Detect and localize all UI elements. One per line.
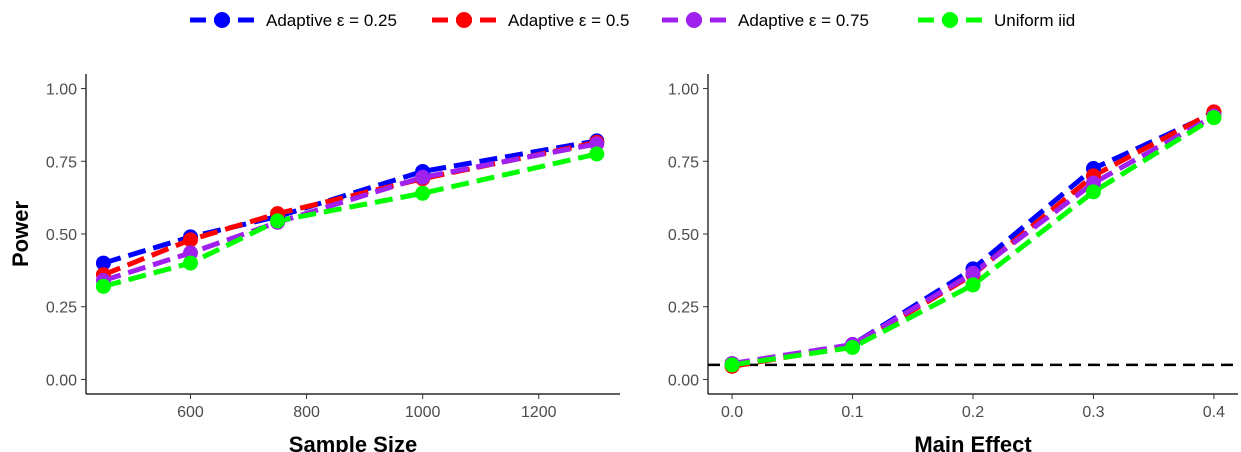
x-tick-label: 0.3: [1082, 404, 1104, 421]
series-line: [731, 109, 1216, 369]
y-tick-label: 1.00: [46, 82, 77, 99]
series-line: [731, 113, 1216, 366]
legend-key-marker: [214, 12, 230, 28]
legend: Adaptive ε = 0.25 Adaptive ε = 0.5 Adaptiv…: [190, 11, 1075, 30]
legend-item: Adaptive ε = 0.5: [432, 11, 629, 30]
data-point: [1085, 184, 1101, 200]
x-axis-title: Sample Size: [289, 432, 417, 452]
data-point: [965, 277, 981, 293]
y-tick-label: 0.00: [668, 372, 699, 389]
x-tick-label: 0.4: [1203, 404, 1225, 421]
x-tick-label: 800: [293, 404, 320, 421]
y-axis-title: Power: [8, 201, 33, 267]
data-point: [415, 185, 431, 201]
x-tick-label: 600: [177, 404, 204, 421]
legend-key-marker: [942, 12, 958, 28]
power-vs-sample-size-panel: 0.00 0.25 0.50 0.75 1.00 600 800 1000 1200 Sample…: [8, 74, 620, 452]
y-tick-label: 0.25: [46, 300, 77, 317]
data-point: [182, 255, 198, 271]
x-axis-title: Main Effect: [914, 432, 1032, 452]
x-tick-label: 0.1: [841, 404, 863, 421]
data-point: [965, 265, 981, 281]
x-tick-label: 1200: [521, 404, 557, 421]
data-point: [95, 255, 111, 271]
x-tick-label: 0.0: [721, 404, 743, 421]
data-point: [724, 357, 740, 373]
data-point: [1206, 110, 1222, 126]
y-tick-label: 0.75: [46, 154, 77, 171]
data-point: [415, 169, 431, 185]
legend-key-marker: [686, 12, 702, 28]
data-point: [589, 146, 605, 162]
series-line: [102, 141, 598, 283]
series-points: [95, 133, 605, 294]
series-line: [731, 115, 1216, 368]
legend-label: Adaptive ε = 0.5: [508, 11, 629, 30]
series-lines: [102, 138, 598, 289]
legend-label: Adaptive ε = 0.25: [266, 11, 397, 30]
series-points: [724, 104, 1222, 374]
legend-item: Adaptive ε = 0.75: [662, 11, 869, 30]
legend-label: Uniform iid: [994, 11, 1075, 30]
legend-label: Adaptive ε = 0.75: [738, 11, 869, 30]
y-tick-label: 0.25: [668, 300, 699, 317]
y-tick-label: 0.50: [46, 227, 77, 244]
series-line: [102, 138, 598, 266]
x-tick-label: 0.2: [962, 404, 984, 421]
y-tick-label: 0.75: [668, 154, 699, 171]
y-tick-label: 0.00: [46, 372, 77, 389]
data-point: [95, 278, 111, 294]
legend-item: Uniform iid: [918, 11, 1075, 30]
power-vs-main-effect-panel: 0.00 0.25 0.50 0.75 1.00 0.0 0.1 0.2 0.3 0.4 Main …: [668, 74, 1238, 452]
x-tick-label: 1000: [405, 404, 441, 421]
series-lines: [731, 109, 1216, 369]
legend-key-marker: [456, 12, 472, 28]
y-tick-label: 0.50: [668, 227, 699, 244]
data-point: [270, 213, 286, 229]
y-tick-label: 1.00: [668, 82, 699, 99]
legend-item: Adaptive ε = 0.25: [190, 11, 397, 30]
series-line: [102, 151, 598, 289]
data-point: [182, 232, 198, 248]
data-point: [845, 339, 861, 355]
